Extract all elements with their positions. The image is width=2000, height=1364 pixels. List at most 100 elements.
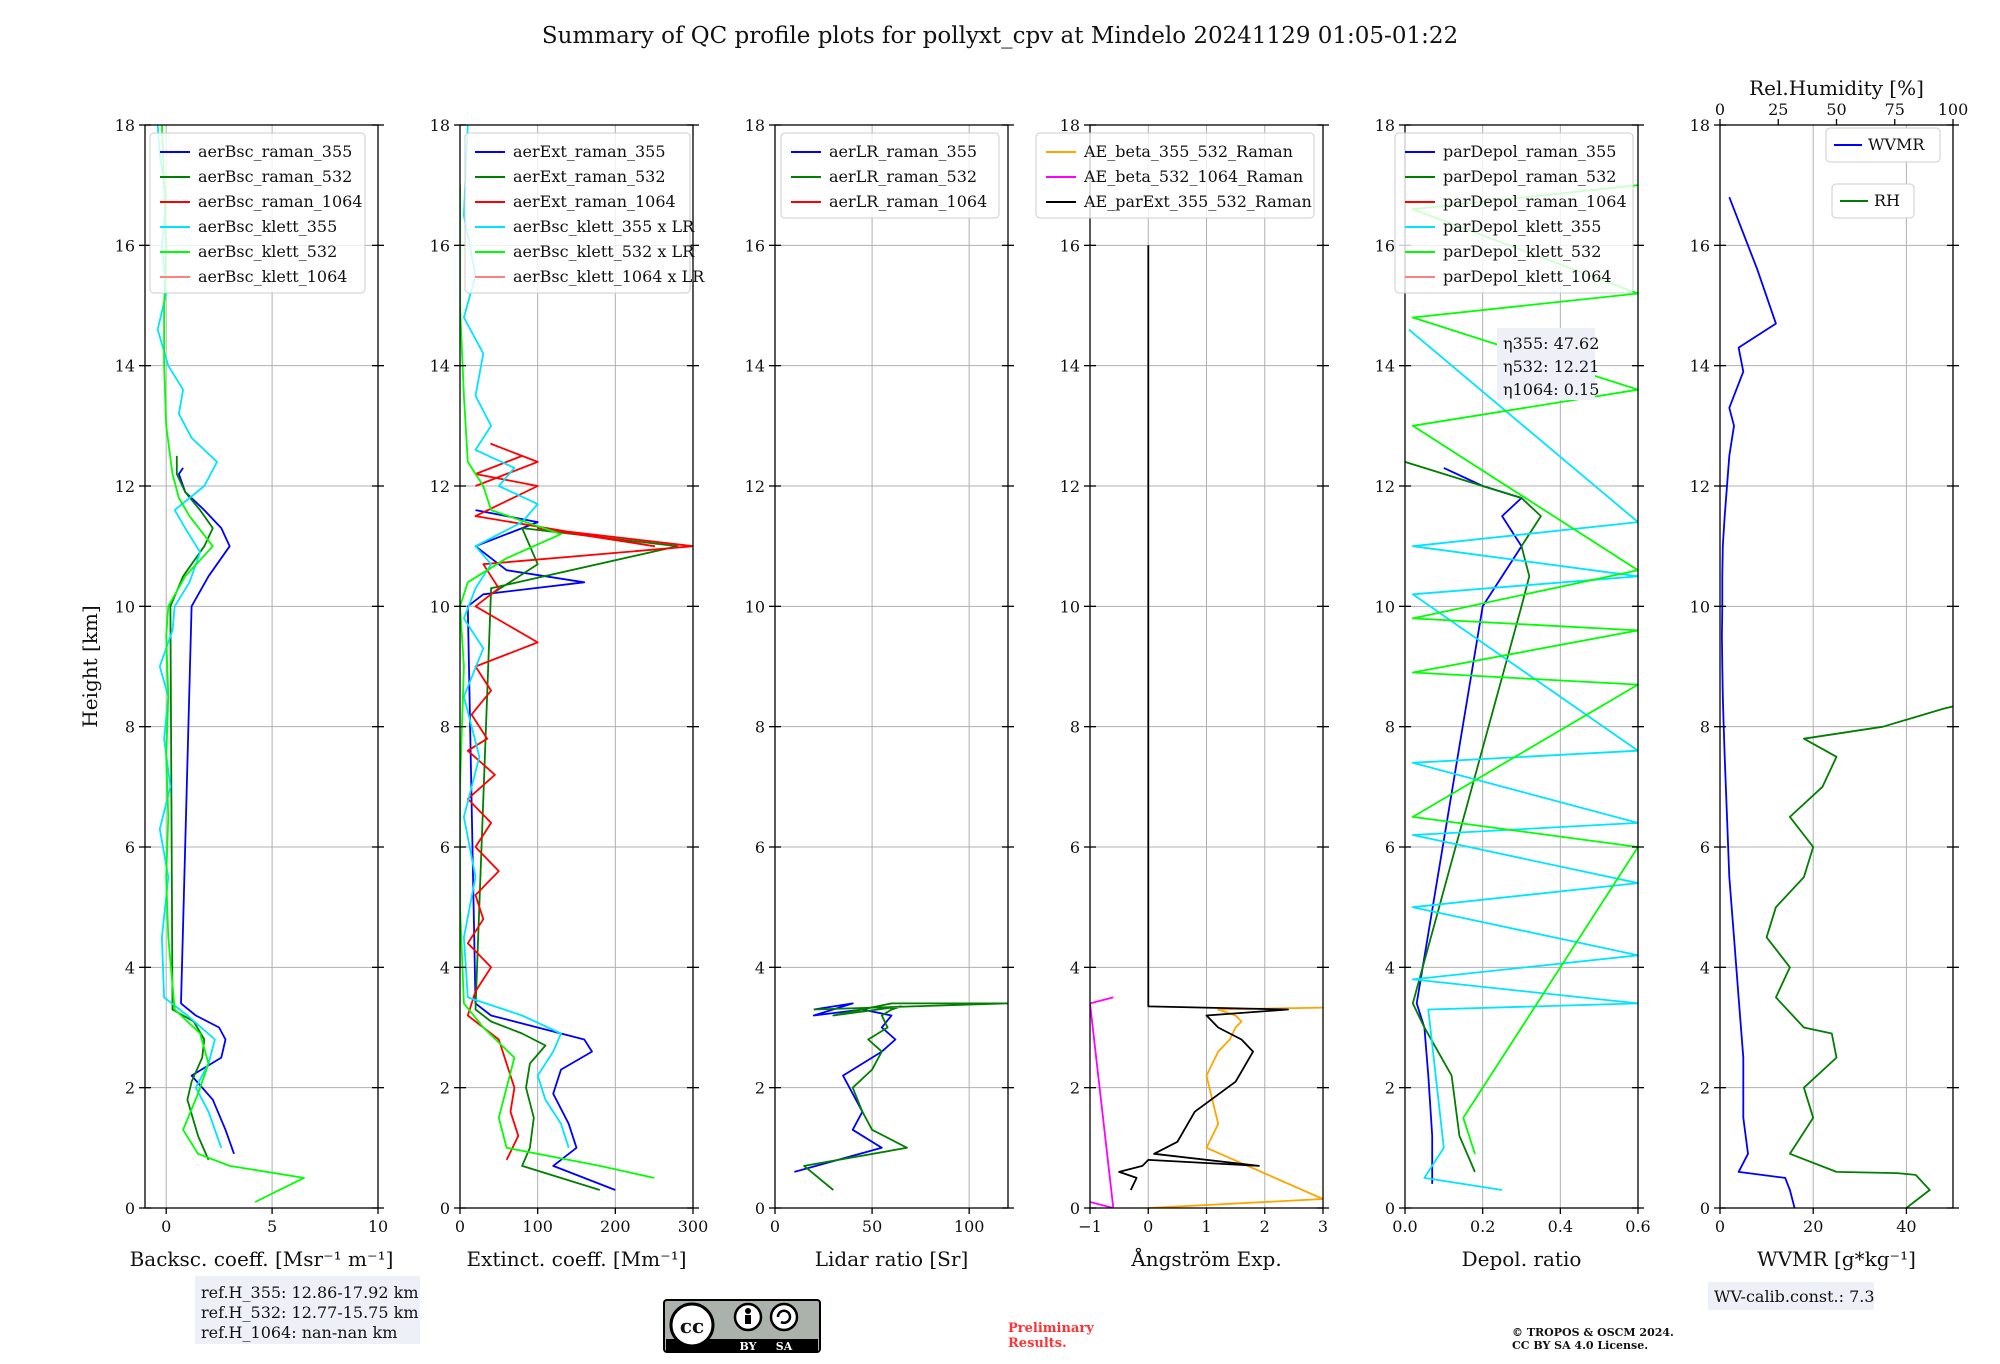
legend-entry: parDepol_klett_355 xyxy=(1443,217,1601,236)
ref-heights-box: ref.H_355: 12.86-17.92 km ref.H_532: 12.… xyxy=(195,1276,420,1344)
y-tick-label: 4 xyxy=(1385,958,1395,977)
wv-calib-text: WV-calib.const.: 7.3 xyxy=(1714,1287,1875,1306)
x-tick-label: 100 xyxy=(954,1217,985,1236)
x-tick-label: 20 xyxy=(1803,1217,1823,1236)
legend-entry: aerLR_raman_532 xyxy=(829,167,977,186)
copyright-line-1: © TROPOS & OSCM 2024. xyxy=(1512,1326,1674,1339)
legend-entry: aerExt_raman_355 xyxy=(513,142,666,161)
x-tick-label: 0.2 xyxy=(1470,1217,1495,1236)
legend-entry: aerBsc_raman_355 xyxy=(198,142,352,161)
y-tick-label: 12 xyxy=(115,477,135,496)
axes-frame xyxy=(459,124,694,1209)
x-tick-label: 3 xyxy=(1318,1217,1328,1236)
series-line-aerExt_raman_1064 xyxy=(466,443,693,1161)
y-tick-label: 8 xyxy=(755,718,765,737)
y-tick-label: 2 xyxy=(1385,1079,1395,1098)
series-line-aerBsc_klett_532 xyxy=(161,125,305,1203)
series-group xyxy=(1721,196,1953,1208)
x-tick-label: 0 xyxy=(1715,1217,1725,1236)
y-tick-label: 14 xyxy=(430,357,450,376)
legend-entry: aerBsc_klett_532 x LR xyxy=(513,242,695,261)
y-tick-label: 16 xyxy=(1375,236,1395,255)
legend-entry: parDepol_raman_355 xyxy=(1443,142,1616,161)
y-tick-label: 16 xyxy=(115,236,135,255)
y-tick-label: 12 xyxy=(1060,477,1080,496)
legend-entry: aerBsc_raman_1064 xyxy=(198,192,363,211)
preliminary-label: Preliminary xyxy=(1008,1321,1094,1336)
legend-entry: WVMR xyxy=(1868,135,1925,154)
series-line-aerBsc_raman_532 xyxy=(169,455,214,1161)
y-tick-label: 8 xyxy=(440,718,450,737)
cc-icon xyxy=(669,1302,715,1348)
legend: aerLR_raman_355 aerLR_raman_532 aerLR_rama… xyxy=(780,132,1000,219)
y-tick-label: 16 xyxy=(430,236,450,255)
series-group xyxy=(1090,245,1323,1208)
y-tick-label: 10 xyxy=(745,597,765,616)
eta-annotation-box xyxy=(1497,328,1595,400)
y-tick-label: 16 xyxy=(1690,236,1710,255)
x-tick-label: 200 xyxy=(600,1217,631,1236)
y-tick-label: 8 xyxy=(1700,718,1710,737)
series-group xyxy=(1405,184,1638,1191)
x-tick-label: 0 xyxy=(770,1217,780,1236)
legend-entry: parDepol_raman_1064 xyxy=(1443,192,1627,211)
wv-calib-box: WV-calib.const.: 7.3 xyxy=(1708,1282,1875,1310)
y-tick-label: 10 xyxy=(115,597,135,616)
y-tick-label: 0 xyxy=(125,1199,135,1218)
eta-annotation-line: η355: 47.62 xyxy=(1503,334,1599,353)
y-tick-label: 8 xyxy=(1070,718,1080,737)
legend-entry: aerLR_raman_1064 xyxy=(829,192,987,211)
legend-frame xyxy=(464,132,691,294)
y-tick-label: 16 xyxy=(1060,236,1080,255)
y-tick-label: 18 xyxy=(115,116,135,135)
legend-frame xyxy=(780,132,1000,219)
legend-entry: aerBsc_raman_532 xyxy=(198,167,352,186)
y-tick-label: 10 xyxy=(1375,597,1395,616)
y-tick-label: 18 xyxy=(1375,116,1395,135)
y-tick-label: 8 xyxy=(125,718,135,737)
panel-depol: 0 2 4 6 8 10 12 14 16 18 0.0 0.2 0.4 0.6 Depol. ratio p… xyxy=(1375,116,1651,1271)
x2-tick-label: 75 xyxy=(1885,100,1905,119)
legend-entry: aerExt_raman_532 xyxy=(513,167,666,186)
legend: parDepol_raman_355 parDepol_raman_532 parD… xyxy=(1394,132,1634,294)
y-tick-label: 10 xyxy=(1690,597,1710,616)
x-tick-label: 0 xyxy=(161,1217,171,1236)
series-line-aerBsc_klett_355 x LR xyxy=(463,125,570,1149)
panel-extinction: 0 2 4 6 8 10 12 14 16 18 0 100 200 300 Extinct. coeff.… xyxy=(430,116,709,1271)
x-tick-label: −1 xyxy=(1078,1217,1102,1236)
series-line-parDepol_klett_355 xyxy=(1408,328,1638,1191)
y-tick-label: 10 xyxy=(430,597,450,616)
panel-wvmr: 0 2 4 6 8 10 12 14 16 18 0 20 40 WVMR [g*kg⁻¹] 0 25 50 75… xyxy=(1690,76,1969,1271)
x-tick-label: 5 xyxy=(267,1217,277,1236)
x-tick-label: 0.6 xyxy=(1625,1217,1650,1236)
series-line-AE_beta_355_532_Raman xyxy=(1148,1006,1323,1208)
series-group xyxy=(156,125,305,1203)
sa-label: SA xyxy=(776,1340,793,1353)
axes-frame xyxy=(774,124,1009,1209)
series-line-aerBsc_klett_355 xyxy=(156,125,223,1149)
y-tick-label: 0 xyxy=(1700,1199,1710,1218)
y-tick-label: 14 xyxy=(115,357,135,376)
legend: aerBsc_raman_355 aerBsc_raman_532 aerBsc_r… xyxy=(149,132,366,294)
series-line-parDepol_raman_532 xyxy=(1405,461,1542,1173)
legend-entry: aerBsc_klett_1064 x LR xyxy=(513,267,705,286)
x-tick-label: 300 xyxy=(678,1217,709,1236)
legend-entry: aerLR_raman_355 xyxy=(829,142,977,161)
y-tick-label: 2 xyxy=(1700,1079,1710,1098)
y-tick-label: 4 xyxy=(440,958,450,977)
y-tick-label: 6 xyxy=(755,838,765,857)
eta-annotation: η355: 47.62 η532: 12.21 η1064: 0.15 xyxy=(1497,328,1599,400)
legend-entry: aerExt_raman_1064 xyxy=(513,192,676,211)
y-axis-label: Height [km] xyxy=(78,605,102,727)
legend-frame xyxy=(149,132,366,294)
eta-annotation-line: η532: 12.21 xyxy=(1503,357,1599,376)
x2-tick-label: 100 xyxy=(1938,100,1969,119)
series-line-aerBsc_klett_532 x LR xyxy=(460,185,655,1179)
legend-frame xyxy=(1035,132,1315,219)
series-line-WVMR xyxy=(1721,196,1796,1208)
y-tick-label: 2 xyxy=(755,1079,765,1098)
y-tick-label: 16 xyxy=(745,236,765,255)
x-tick-label: 0 xyxy=(455,1217,465,1236)
legend-WVMR: WVMR xyxy=(1825,127,1941,163)
